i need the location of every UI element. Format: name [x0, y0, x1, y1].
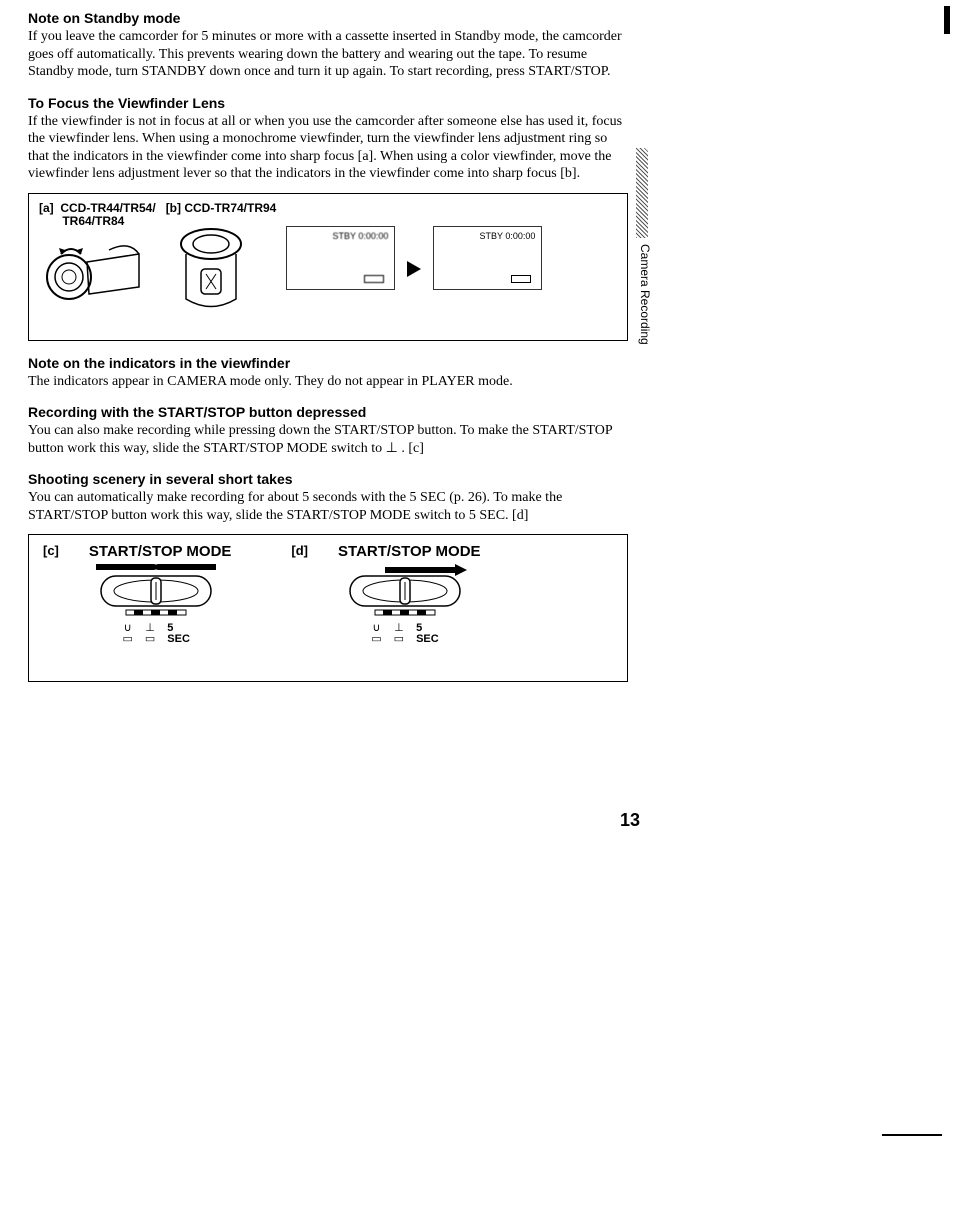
- icon-5sec: 5 SEC: [167, 623, 190, 645]
- page-content: Note on Standby mode If you leave the ca…: [0, 0, 656, 682]
- body-indicators: The indicators appear in CAMERA mode onl…: [28, 373, 628, 391]
- figure-viewfinder: [a] CCD-TR44/TR54/ TR64/TR84 [b] CCD-TR7…: [28, 193, 628, 341]
- switch-c: [c] START/STOP MODE ∪▭ ⊥▭ 5 SEC: [43, 543, 231, 645]
- viewfinder-blurry: STBY 0:00:00: [286, 226, 395, 290]
- icon-anti: ⊥▭: [145, 623, 155, 645]
- body-shorttakes: You can automatically make recording for…: [28, 489, 628, 524]
- battery-icon-sharp: [511, 275, 531, 283]
- camera-illustration-b: [166, 219, 256, 314]
- page-number: 13: [620, 810, 640, 831]
- page-edge-mark: [944, 6, 950, 34]
- tag-d: [d]: [291, 543, 308, 558]
- heading-focus: To Focus the Viewfinder Lens: [28, 95, 628, 111]
- switch-d: [d] START/STOP MODE ∪▭ ⊥▭ 5 SEC: [291, 543, 480, 645]
- switch-d-icons: ∪▭ ⊥▭ 5 SEC: [371, 623, 438, 645]
- heading-depressed: Recording with the START/STOP button dep…: [28, 404, 628, 420]
- switch-c-icons: ∪▭ ⊥▭ 5 SEC: [122, 623, 189, 645]
- side-tab-text: Camera Recording: [638, 244, 652, 345]
- stby-text-blur: STBY 0:00:00: [332, 231, 388, 241]
- tag-c: [c]: [43, 543, 59, 558]
- side-tab: Camera Recording: [638, 148, 652, 345]
- icon-free-d: ∪▭: [371, 623, 381, 645]
- battery-icon-blur: [364, 275, 384, 283]
- heading-shorttakes: Shooting scenery in several short takes: [28, 471, 628, 487]
- body-standby: If you leave the camcorder for 5 minutes…: [28, 28, 628, 81]
- switch-title-c: START/STOP MODE: [89, 543, 232, 560]
- fig1-label-a: [a] CCD-TR44/TR54/ TR64/TR84: [39, 202, 156, 228]
- figure-startstop-mode: [c] START/STOP MODE ∪▭ ⊥▭ 5 SEC: [28, 534, 628, 682]
- switch-title-d: START/STOP MODE: [338, 543, 481, 560]
- arrow-icon: [407, 261, 421, 277]
- switch-c-svg: [86, 564, 226, 619]
- viewfinder-sharp: STBY 0:00:00: [433, 226, 542, 290]
- bottom-edge-mark: [882, 1134, 942, 1136]
- icon-5sec-d: 5 SEC: [416, 623, 439, 645]
- heading-indicators: Note on the indicators in the viewfinder: [28, 355, 628, 371]
- fig1-label-b: [b] CCD-TR74/TR94: [166, 202, 277, 215]
- heading-standby: Note on Standby mode: [28, 10, 628, 26]
- camera-illustration-a: [39, 232, 149, 312]
- body-depressed: You can also make recording while pressi…: [28, 422, 628, 457]
- icon-anti-d: ⊥▭: [394, 623, 404, 645]
- switch-d-svg: [335, 564, 475, 619]
- stby-text-sharp: STBY 0:00:00: [479, 231, 535, 241]
- body-focus: If the viewfinder is not in focus at all…: [28, 113, 628, 183]
- icon-free: ∪▭: [122, 623, 132, 645]
